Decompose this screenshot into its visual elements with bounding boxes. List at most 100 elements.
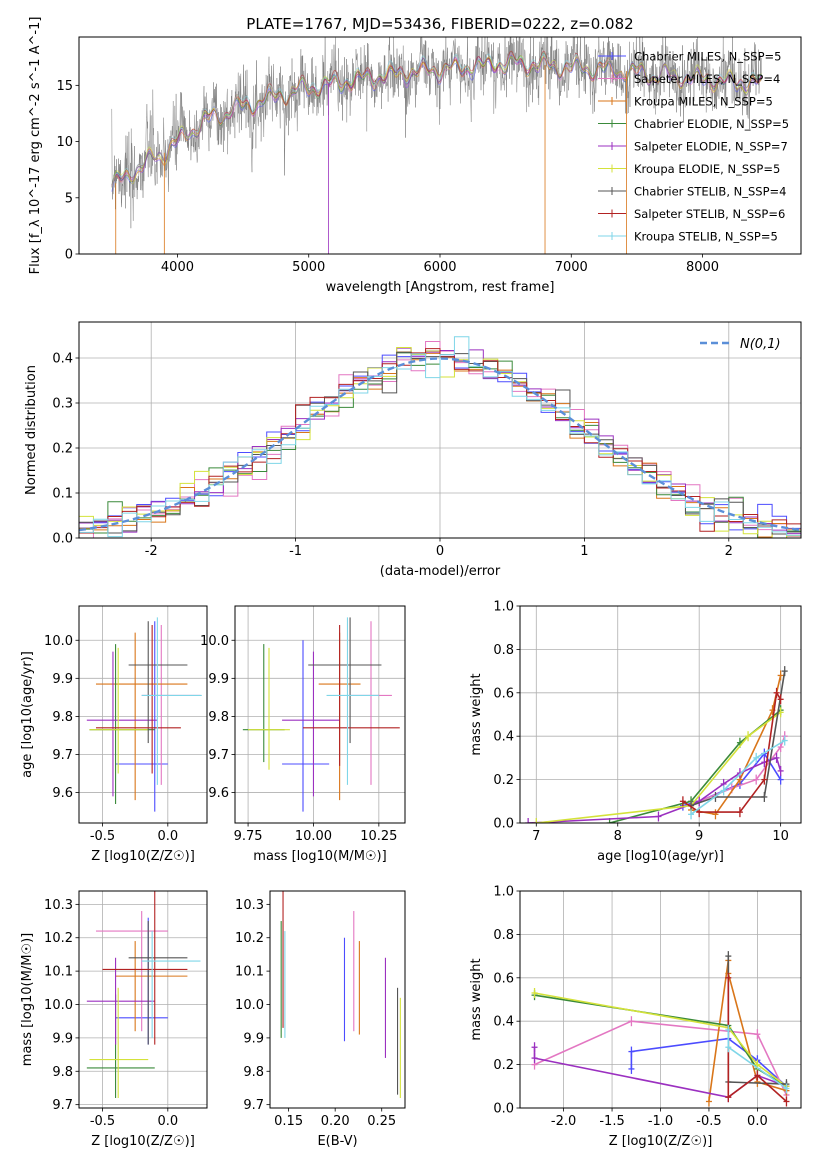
error-bar-point (115, 941, 188, 1032)
x-axis-label: wavelength [Angstrom, rest frame] (326, 280, 555, 295)
y-tick-label: 0.0 (52, 532, 73, 547)
legend-item: Kroupa ELODIE, N_SSP=5 (598, 162, 780, 176)
y-tick-label: 0.6 (493, 686, 514, 701)
plot-area (111, 37, 762, 254)
y-tick-label: 10.2 (235, 931, 264, 946)
x-tick-label: -0.5 (696, 1114, 721, 1129)
y-tick-label: 9.8 (52, 710, 73, 725)
mass-weight-series (688, 666, 788, 811)
mass-weight-series (725, 1024, 790, 1094)
mass-vs-ebv-panel: 0.15 0.20 0.25 9.7 9.8 9.9 10.0 10.1 10.2 10.3 E(B… (235, 890, 406, 1149)
x-axis-label: age [log10(age/yr)] (597, 849, 724, 864)
y-tick-label: 9.7 (52, 1098, 73, 1113)
grid (79, 891, 207, 1108)
error-bar-point (128, 921, 188, 1045)
x-tick-label: 7 (532, 829, 540, 844)
y-tick-label: 9.6 (208, 786, 229, 801)
legend-label: Salpeter STELIB, N_SSP=6 (634, 207, 785, 221)
x-tick-label: 5000 (292, 260, 325, 275)
y-axis-label: mass weight (469, 673, 484, 755)
error-bar-point (350, 621, 392, 785)
age-vs-mass-panel: 9.75 10.00 10.25 9.6 9.7 9.8 9.9 10.0 mass [log1… (200, 605, 406, 864)
spectrum-panel: 4000 5000 6000 7000 8000 0 5 10 15 wavelength [An… (28, 17, 802, 295)
mass-weight-series (688, 735, 788, 820)
legend-label: Kroupa ELODIE, N_SSP=5 (634, 162, 780, 176)
legend-item: Kroupa STELIB, N_SSP=5 (598, 230, 778, 244)
plot-area (242, 617, 400, 812)
x-tick-label: 0.20 (321, 1114, 350, 1129)
y-tick-label: 9.8 (208, 710, 229, 725)
y-tick-label: 0.1 (52, 487, 73, 502)
error-bar-point (115, 621, 168, 812)
y-tick-label: 9.9 (52, 1031, 73, 1046)
error-bar-point (141, 617, 202, 785)
legend-item: Salpeter MILES, N_SSP=4 (598, 72, 780, 86)
x-axis-label: E(B-V) (317, 1134, 357, 1149)
y-tick-label: 9.7 (208, 748, 229, 763)
error-bar-point (95, 625, 181, 774)
y-axis-label: Normed distribution (24, 365, 39, 495)
y-tick-label: 1.0 (493, 885, 514, 900)
axes-frame (78, 321, 802, 539)
x-tick-label: 10.25 (360, 829, 397, 844)
mass-weight-vs-age-panel: 7 8 9 10 0.0 0.2 0.4 0.6 0.8 1.0 age [log10(age/yr… (469, 600, 802, 864)
y-tick-label: 9.7 (243, 1098, 264, 1113)
residual-histogram (79, 336, 801, 538)
legend-item: Salpeter ELODIE, N_SSP=7 (598, 140, 788, 154)
y-tick-label: 10.2 (44, 931, 73, 946)
error-bar-point (326, 617, 379, 785)
legend-item: Salpeter STELIB, N_SSP=6 (598, 207, 785, 221)
y-tick-label: 10.1 (44, 965, 73, 980)
y-axis-label: mass weight (469, 958, 484, 1040)
x-axis-label: (data-model)/error (380, 564, 501, 579)
x-axis-label: Z [log10(Z/Z☉)] (609, 1134, 713, 1149)
x-tick-label: -2.0 (551, 1114, 576, 1129)
y-tick-label: 10.0 (44, 634, 73, 649)
legend-label: Salpeter ELODIE, N_SSP=7 (634, 140, 788, 154)
y-axis-label: age [log10(age/yr)] (20, 651, 35, 778)
y-tick-label: 0.4 (493, 1015, 514, 1030)
legend-label: Chabrier ELODIE, N_SSP=5 (634, 117, 789, 131)
y-tick-label: 10.0 (200, 634, 229, 649)
x-axis-label: mass [log10(M/M☉)] (253, 849, 386, 864)
y-tick-label: 0.6 (493, 971, 514, 986)
x-tick-label: 0.0 (747, 1114, 768, 1129)
x-tick-label: 0.15 (274, 1114, 303, 1129)
y-tick-label: 10.1 (235, 965, 264, 980)
grid (520, 605, 801, 824)
plot-area (79, 336, 801, 538)
legend: N(0,1) (700, 337, 781, 352)
y-tick-label: 9.8 (243, 1065, 264, 1080)
error-bar-point (89, 647, 149, 774)
error-bar-point (141, 625, 201, 785)
x-tick-label: 2 (725, 544, 733, 559)
y-tick-label: 10.3 (235, 898, 264, 913)
error-bar-point (128, 621, 188, 744)
y-tick-label: 10.0 (44, 998, 73, 1013)
legend-item: Chabrier MILES, N_SSP=5 (598, 50, 781, 64)
observed-spectrum (111, 37, 762, 229)
x-tick-label: 9 (695, 829, 703, 844)
age-vs-metallicity-panel: -0.5 0.0 9.6 9.7 9.8 9.9 10.0 Z [log10(Z/Z☉)] ag… (20, 605, 208, 864)
x-tick-label: -0.5 (90, 829, 115, 844)
y-tick-label: 0.3 (52, 397, 73, 412)
y-tick-label: 0.2 (52, 442, 73, 457)
y-tick-label: 0.2 (493, 773, 514, 788)
mass-weight-series (531, 1016, 790, 1100)
error-bar-point (95, 911, 168, 1032)
y-tick-label: 0.4 (52, 352, 73, 367)
y-tick-label: 10.0 (235, 998, 264, 1013)
x-tick-label: 0.0 (157, 829, 178, 844)
figure-title: PLATE=1767, MJD=53436, FIBERID=0222, z=0… (246, 15, 633, 33)
axes-frame (234, 605, 406, 824)
grid (79, 606, 207, 823)
model-spectrum (111, 55, 762, 189)
y-tick-label: 9.8 (52, 1065, 73, 1080)
x-tick-label: 0 (436, 544, 444, 559)
plot-area (86, 617, 202, 812)
legend-item: Kroupa MILES, N_SSP=5 (598, 95, 773, 109)
axes-frame (269, 890, 406, 1109)
y-tick-label: 9.9 (243, 1031, 264, 1046)
error-bar-point (242, 644, 285, 763)
